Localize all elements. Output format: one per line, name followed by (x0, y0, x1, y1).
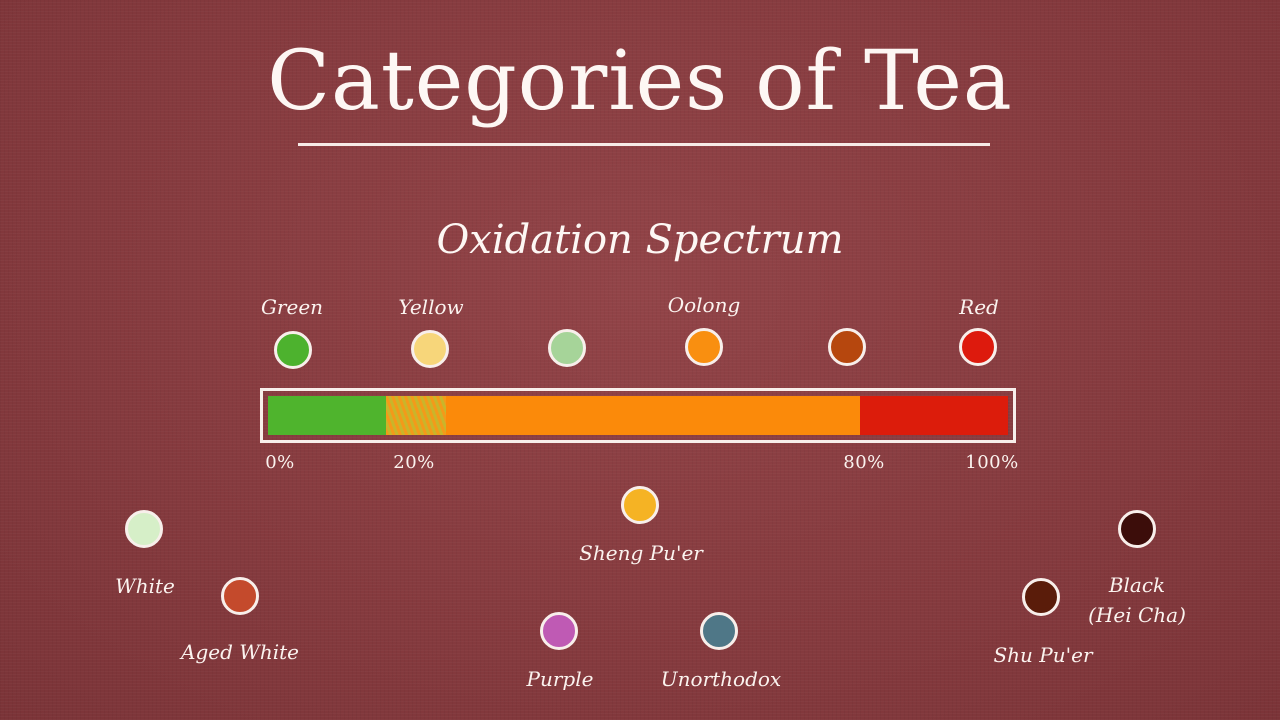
label-hei-cha: (Hei Cha) (1088, 603, 1186, 627)
bar-segment-transition (386, 396, 446, 435)
dot-unorthodox (700, 612, 738, 650)
label-purple: Purple (526, 667, 594, 691)
oxidation-bar-fill (268, 396, 1008, 435)
dot-shu-puer (1022, 578, 1060, 616)
label-yellow: Yellow (398, 295, 464, 319)
tick-100: 100% (965, 452, 1019, 473)
label-black: Black (1108, 573, 1166, 597)
label-oolong: Oolong (667, 293, 741, 317)
label-red: Red (959, 295, 999, 319)
oxidation-bar (260, 388, 1016, 443)
dot-dark-oolong (828, 328, 866, 366)
label-shu-puer: Shu Pu'er (993, 643, 1093, 667)
label-green: Green (260, 295, 324, 319)
dot-light-oolong (548, 329, 586, 367)
dot-sheng-puer (621, 486, 659, 524)
tick-0: 0% (265, 452, 295, 473)
dot-black-hei-cha (1118, 510, 1156, 548)
label-aged-white: Aged White (181, 640, 299, 664)
dot-purple (540, 612, 578, 650)
title-underline (298, 143, 990, 146)
bar-segment-0 (268, 396, 387, 435)
tick-80: 80% (843, 452, 885, 473)
page-title: Categories of Tea (267, 34, 1013, 129)
bar-segment-2 (445, 396, 860, 435)
tick-20: 20% (393, 452, 435, 473)
label-unorthodox: Unorthodox (660, 667, 782, 691)
dot-red (959, 328, 997, 366)
dot-aged-white (221, 577, 259, 615)
dot-white (125, 510, 163, 548)
dot-yellow (411, 330, 449, 368)
label-white: White (115, 574, 175, 598)
dot-oolong (685, 328, 723, 366)
bar-segment-3 (860, 396, 1008, 435)
label-sheng-puer: Sheng Pu'er (579, 541, 703, 565)
dot-green (274, 331, 312, 369)
spectrum-subtitle: Oxidation Spectrum (436, 217, 844, 263)
